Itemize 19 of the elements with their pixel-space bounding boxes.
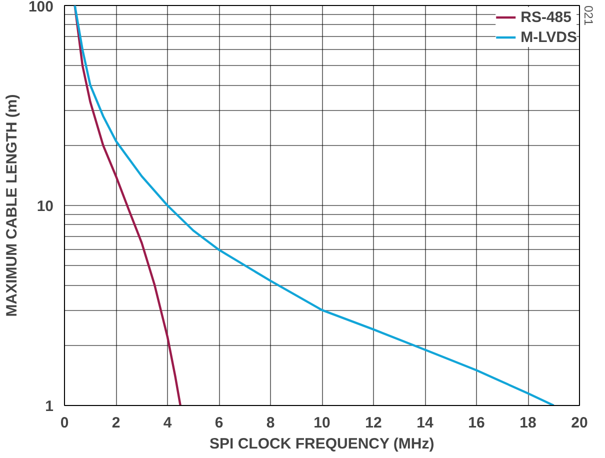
text: 021 [582, 6, 596, 26]
x-axis-title: SPI CLOCK FREQUENCY (MHz) [210, 436, 434, 452]
x-tick-label: 18 [520, 414, 536, 432]
y-axis-title: MAXIMUM CABLE LENGTH (m) [3, 94, 20, 317]
x-tick-label: 16 [468, 414, 485, 432]
x-tick-label: 10 [314, 414, 330, 432]
y-tick-label: 100 [28, 0, 54, 16]
y-tick-label: 10 [36, 198, 54, 215]
x-tick-label: 0 [60, 414, 69, 432]
legend-label: M-LVDS [520, 28, 577, 46]
y-tick-label: 1 [45, 398, 54, 415]
x-tick-label: 4 [163, 414, 172, 432]
x-tick-label: 12 [365, 414, 382, 432]
x-tick-label: 14 [416, 414, 434, 432]
x-tick-label: 2 [112, 414, 120, 432]
legend-label: RS-485 [520, 8, 572, 26]
x-tick-label: 6 [214, 414, 224, 432]
x-tick-label: 20 [571, 414, 588, 432]
x-tick-label: 8 [266, 414, 275, 432]
